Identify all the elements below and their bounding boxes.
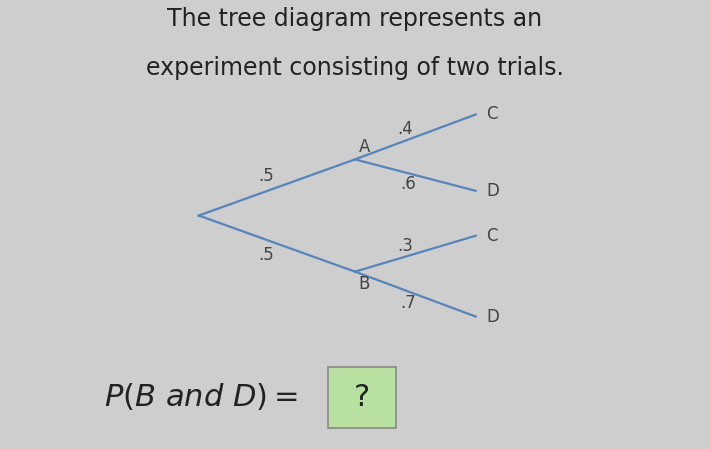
Text: D: D bbox=[486, 182, 499, 200]
Text: $P(B\ \mathit{and}\ D) =$: $P(B\ \mathit{and}\ D) =$ bbox=[104, 382, 298, 413]
Text: C: C bbox=[486, 227, 498, 245]
Text: .5: .5 bbox=[258, 167, 274, 185]
Text: experiment consisting of two trials.: experiment consisting of two trials. bbox=[146, 56, 564, 80]
Text: .4: .4 bbox=[397, 120, 413, 138]
Text: C: C bbox=[486, 106, 498, 123]
Text: .7: .7 bbox=[400, 294, 416, 312]
Text: .6: .6 bbox=[400, 175, 416, 193]
Text: A: A bbox=[359, 138, 370, 156]
Text: .5: .5 bbox=[258, 246, 274, 264]
Text: .3: .3 bbox=[397, 237, 413, 255]
Text: The tree diagram represents an: The tree diagram represents an bbox=[168, 7, 542, 31]
Text: B: B bbox=[359, 275, 370, 293]
Text: D: D bbox=[486, 308, 499, 326]
FancyBboxPatch shape bbox=[328, 367, 396, 427]
Text: ?: ? bbox=[354, 383, 370, 412]
